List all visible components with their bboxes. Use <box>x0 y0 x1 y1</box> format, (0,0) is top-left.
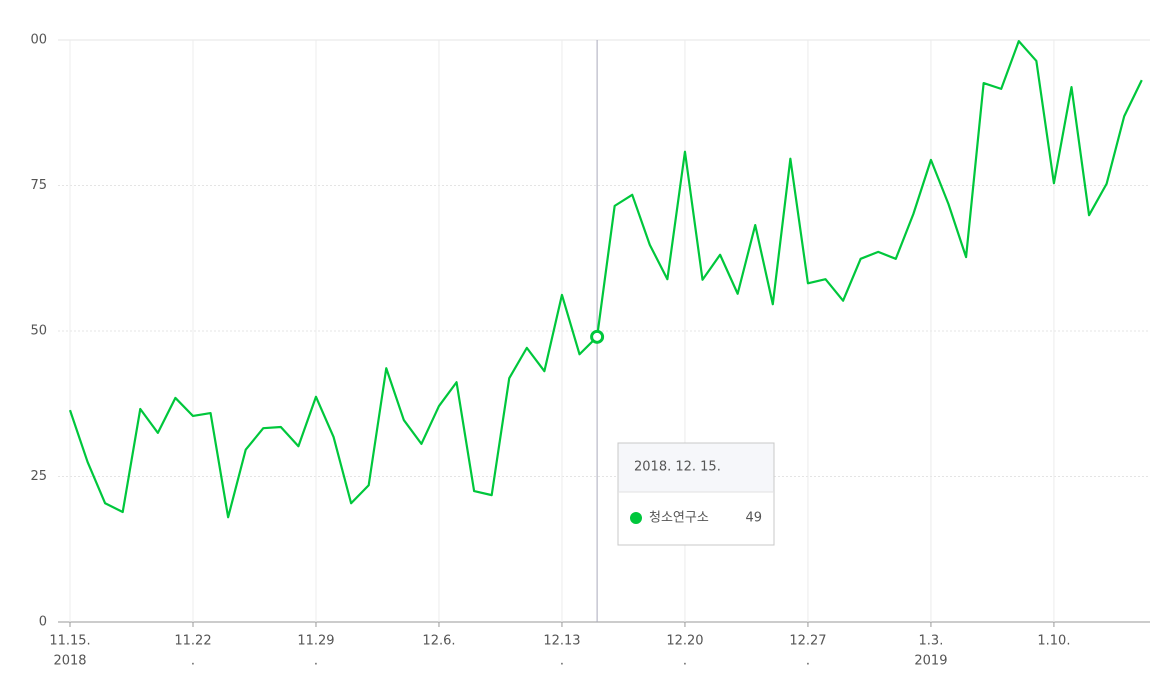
x-tick-sublabel: . <box>314 654 318 669</box>
x-tick-sublabel: 2019 <box>914 654 947 669</box>
tooltip-value: 49 <box>745 511 762 526</box>
x-tick-label: 11.15. <box>49 634 90 649</box>
y-tick-label: 50 <box>30 324 47 339</box>
y-tick-label: 75 <box>30 178 47 193</box>
x-tick-label: 1.3. <box>919 634 944 649</box>
tooltip-header <box>618 443 774 492</box>
x-tick-label: 11.29 <box>297 634 334 649</box>
x-tick-sublabel: . <box>191 654 195 669</box>
y-tick-label: 25 <box>30 469 47 484</box>
x-tick-sublabel: . <box>560 654 564 669</box>
tooltip-title: 2018. 12. 15. <box>634 460 721 475</box>
x-tick-label: 12.6. <box>422 634 455 649</box>
x-tick-sublabel: . <box>683 654 687 669</box>
x-tick-label: 1.10. <box>1037 634 1070 649</box>
x-tick-label: 12.13 <box>543 634 580 649</box>
tooltip: 2018. 12. 15. 청소연구소 49 <box>617 442 775 546</box>
tooltip-swatch <box>630 512 642 524</box>
series-line <box>68 40 1143 519</box>
y-tick-label: 0 <box>39 615 47 630</box>
highlight-point <box>590 329 605 344</box>
x-tick-label: 12.20 <box>666 634 703 649</box>
x-tick-sublabel: . <box>806 654 810 669</box>
x-tick-label: 12.27 <box>789 634 826 649</box>
x-tick-label: 11.22 <box>174 634 211 649</box>
x-tick-sublabel: 2018 <box>53 654 86 669</box>
tooltip-series-name: 청소연구소 <box>649 511 709 526</box>
y-tick-label: 00 <box>30 33 47 48</box>
